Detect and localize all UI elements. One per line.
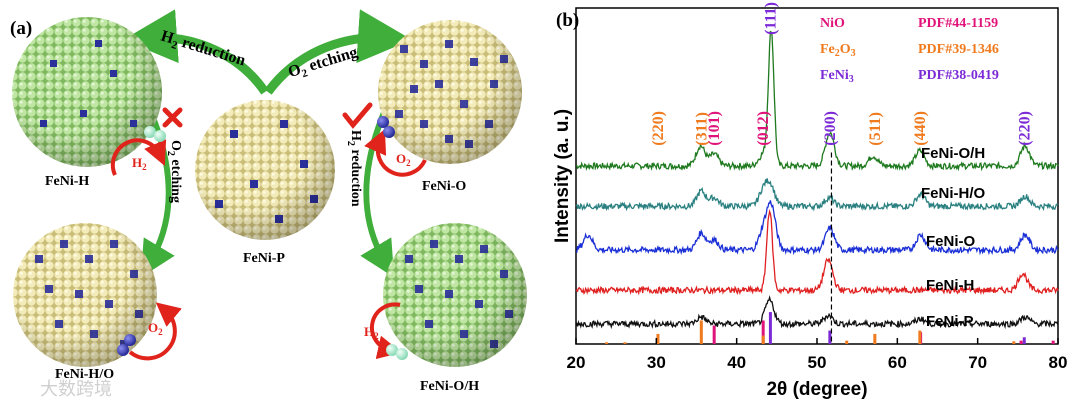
peak-label-8: (220): [1016, 111, 1033, 146]
plot-frame: [575, 7, 1059, 345]
series-label-4: FeNi-P: [926, 313, 974, 330]
panel-b-label: (b): [556, 10, 579, 31]
svg-text:H2: H2: [364, 324, 379, 341]
svg-text:H2: H2: [132, 155, 147, 172]
sphere-feni-p: [195, 100, 335, 240]
o2-cycle-bottom-left: O2: [117, 302, 182, 361]
x-tick-label-3: 50: [808, 353, 827, 372]
x-tick-label-5: 70: [968, 353, 987, 372]
o2-etching-arrow: [264, 9, 412, 95]
legend: NiO PDF#44-1159 Fe2O3 PDF#39-1346 FeNi3 PDF#3…: [820, 16, 999, 85]
label-feni-o: FeNi-O: [422, 179, 466, 194]
o2-etching-vertical-label: O2 etching: [165, 140, 183, 203]
legend-name-2: FeNi3: [820, 68, 854, 85]
series-label-2: FeNi-O: [926, 233, 976, 250]
series-label-3: FeNi-H: [926, 277, 974, 294]
y-axis-title: Intensity (a. u.): [552, 109, 573, 243]
series-label-1: FeNi-H/O: [921, 185, 986, 202]
series-group: [575, 30, 1059, 330]
peak-label-1: (311): [693, 112, 710, 146]
legend-name-1: Fe2O3: [820, 42, 856, 59]
label-feni-p: FeNi-P: [243, 251, 285, 266]
reject-x-mark: [162, 107, 183, 128]
peak-label-0: (220): [650, 111, 667, 146]
h2-cycle-left: H2: [110, 126, 167, 176]
reference-lines: [605, 312, 1055, 344]
peak-annotations: (220) (311)(101) (012) (111) (200) (511) (440)…: [650, 2, 1033, 146]
x-tick-label-4: 60: [888, 353, 907, 372]
h2-reduction-label: H2 reduction: [158, 28, 248, 73]
right-vertical-arrow: [360, 108, 395, 278]
series-feni-o-h: [575, 30, 1059, 172]
schematic-panel: (a) H2 reduction O2 etching O2 etching H…: [10, 9, 527, 399]
peak-label-4: (111): [762, 2, 779, 35]
x-tick-label-6: 80: [1049, 353, 1068, 372]
series-feni-p: [575, 295, 1059, 330]
sphere-feni-o-h: [383, 223, 527, 367]
sphere-feni-o: [378, 20, 522, 164]
h2-cycle-bottom-right: H2: [364, 302, 408, 360]
series-labels: FeNi-O/H FeNi-H/O FeNi-O FeNi-H FeNi-P: [921, 145, 986, 330]
series-feni-h: [575, 209, 1059, 296]
legend-name-0: NiO: [820, 16, 845, 31]
legend-pdf-2: PDF#38-0419: [918, 68, 999, 83]
svg-text:O2: O2: [148, 320, 163, 337]
h2-reduction-arrow: [123, 9, 269, 95]
peak-label-5: (200): [822, 111, 839, 146]
sphere-feni-h: [12, 17, 162, 167]
panel-a-label: (a): [10, 18, 32, 39]
x-axis-title: 2θ (degree): [766, 379, 867, 400]
label-feni-h-o: FeNi-H/O: [55, 367, 114, 382]
xrd-chart: (b) (220) (311)(101) (012)(111)(200) (511)(…: [552, 2, 1068, 400]
label-feni-h: FeNi-H: [45, 174, 89, 189]
o2-cycle-right: O2: [364, 116, 427, 177]
peak-label-3: (012): [755, 111, 772, 146]
peak-label-2: (101): [706, 111, 723, 146]
left-vertical-arrow: [140, 108, 175, 278]
peak-label-6: (511): [867, 112, 884, 146]
x-tick-label-0: 20: [567, 353, 586, 372]
check-mark: [342, 102, 373, 129]
x-tick-label-1: 30: [647, 353, 666, 372]
series-feni-h-o: [575, 178, 1059, 212]
label-feni-o-h: FeNi-O/H: [420, 379, 479, 394]
watermark: 大数跨境: [40, 379, 112, 399]
series-label-0: FeNi-O/H: [921, 145, 985, 162]
peak-label-7: (440): [912, 111, 929, 146]
h2-reduction-vertical-label: H2 reduction: [345, 130, 363, 207]
series-feni-o: [575, 200, 1059, 256]
legend-pdf-1: PDF#39-1346: [918, 42, 999, 57]
sphere-feni-h-o: [13, 223, 157, 367]
legend-pdf-0: PDF#44-1159: [918, 16, 998, 31]
x-tick-label-2: 40: [727, 353, 746, 372]
svg-text:O2: O2: [396, 151, 411, 168]
x-axis: 20 30 40 50 60 70 80: [567, 338, 1068, 372]
